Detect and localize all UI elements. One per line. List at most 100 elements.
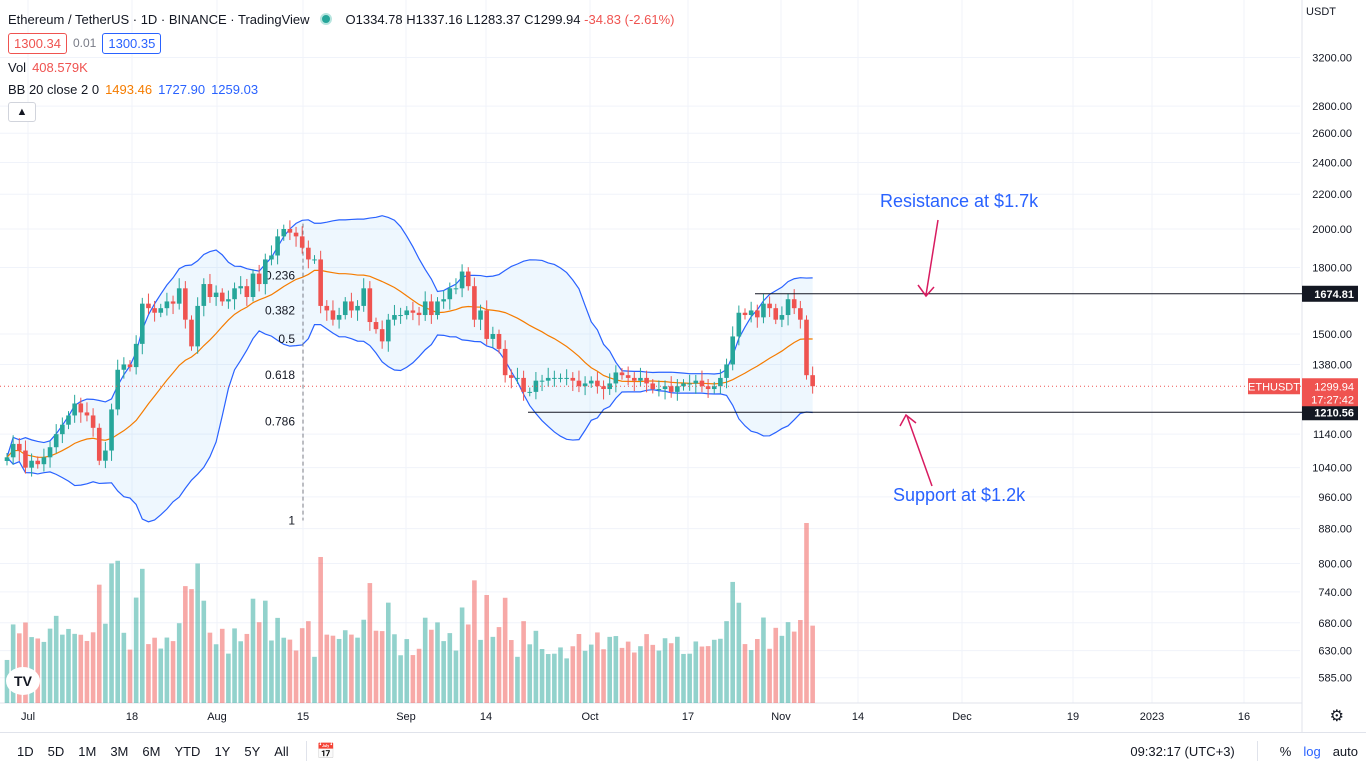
candle-body xyxy=(103,450,108,461)
time-tick-label: Oct xyxy=(581,711,598,723)
candle-body xyxy=(250,273,256,298)
symbol-title[interactable]: Ethereum / TetherUS · 1D · BINANCE · Tra… xyxy=(8,11,310,27)
gear-icon[interactable]: ⚙ xyxy=(1329,708,1344,725)
volume-bar xyxy=(638,646,643,703)
candle-body xyxy=(558,377,563,379)
candle-body xyxy=(730,336,735,365)
candle-body xyxy=(219,292,225,302)
candle-body xyxy=(299,236,305,248)
volume-bar xyxy=(650,644,656,703)
clock-value[interactable]: 09:32:17 (UTC+3) xyxy=(1130,743,1235,759)
date-range-icon[interactable]: 📅 xyxy=(316,743,336,760)
volume-bar xyxy=(367,583,373,703)
volume-bar xyxy=(109,563,114,703)
timeframe-ytd[interactable]: YTD xyxy=(174,743,201,759)
candle-body xyxy=(607,383,612,390)
volume-bar xyxy=(318,556,323,703)
volume-bar xyxy=(342,630,348,703)
volume-bar xyxy=(207,632,213,703)
volume-bar xyxy=(263,600,268,703)
fib-level-label: 0.382 xyxy=(265,303,295,317)
candle-body xyxy=(41,457,47,465)
candle-body xyxy=(158,308,164,313)
support-price-tag-bg xyxy=(1302,404,1358,421)
bid-price-button[interactable]: 1300.34 xyxy=(8,32,67,54)
log-toggle[interactable]: log xyxy=(1303,743,1321,759)
bb-basis-value: 1493.46 xyxy=(105,81,153,97)
volume-bar xyxy=(53,615,59,703)
auto-toggle[interactable]: auto xyxy=(1332,743,1358,759)
candle-body xyxy=(164,301,170,309)
volume-bar xyxy=(386,602,391,703)
volume-bar xyxy=(465,624,471,703)
tradingview-logo-icon[interactable]: TV xyxy=(6,667,40,695)
volume-label[interactable]: Vol xyxy=(8,59,27,75)
market-status-icon xyxy=(319,13,332,25)
volume-bar xyxy=(324,634,330,703)
toolbar-divider xyxy=(305,741,307,761)
candle-body xyxy=(675,386,680,392)
volume-bar xyxy=(349,634,354,703)
volume-bar xyxy=(416,648,422,703)
volume-bar xyxy=(60,634,65,703)
candle-body xyxy=(53,434,59,448)
fib-level-label: 0.5 xyxy=(278,332,295,346)
candle-body xyxy=(422,301,428,316)
resistance-price-tag-bg xyxy=(1302,285,1358,302)
resistance-price-tag: 1674.81 xyxy=(1314,289,1354,301)
volume-bar xyxy=(96,584,102,703)
volume-bar xyxy=(730,581,735,703)
resistance-arrow xyxy=(925,219,939,296)
support-annotation: Support at $1.2k xyxy=(893,485,1026,505)
candle-body xyxy=(60,424,65,435)
collapse-legend-button[interactable]: ▲ xyxy=(8,102,36,122)
volume-bars xyxy=(4,523,815,703)
volume-bar xyxy=(558,647,563,703)
percent-toggle[interactable]: % xyxy=(1279,743,1292,759)
volume-bar xyxy=(238,641,243,703)
volume-bar xyxy=(293,650,299,703)
open-value: O1334.78 xyxy=(345,11,403,27)
timeframe-5y[interactable]: 5Y xyxy=(244,743,261,759)
currency-label[interactable]: USDT xyxy=(1306,6,1336,18)
timeframe-1y[interactable]: 1Y xyxy=(214,743,231,759)
ask-price-button[interactable]: 1300.35 xyxy=(102,32,162,54)
volume-bar xyxy=(244,633,250,703)
price-tick-label: 800.00 xyxy=(1318,558,1352,570)
price-tick-label: 1140.00 xyxy=(1313,429,1352,441)
low-value: L1283.37 xyxy=(466,11,521,27)
timeframe-3m[interactable]: 3M xyxy=(110,743,129,759)
countdown-tag: 17:27:42 xyxy=(1311,394,1354,406)
volume-bar xyxy=(435,622,440,703)
volume-bar xyxy=(84,640,90,703)
volume-bar xyxy=(176,623,182,703)
candle-body xyxy=(96,427,102,461)
volume-bar xyxy=(306,621,311,703)
volume-bar xyxy=(576,634,582,703)
volume-bar xyxy=(429,629,434,703)
volume-bar xyxy=(127,649,133,703)
volume-bar xyxy=(736,602,742,703)
candle-body xyxy=(447,288,453,300)
timeframe-all[interactable]: All xyxy=(274,743,289,759)
timeframe-5d[interactable]: 5D xyxy=(47,743,65,759)
timeframe-1m[interactable]: 1M xyxy=(78,743,97,759)
candle-body xyxy=(47,447,53,458)
candle-body xyxy=(201,284,207,306)
price-chart[interactable]: 3200.00 2800.00 2600.00 2400.00 2200.00 2000.… xyxy=(0,0,1366,732)
timeframe-6m[interactable]: 6M xyxy=(142,743,161,759)
candle-body xyxy=(515,377,520,379)
candle-body xyxy=(718,377,723,387)
volume-bar xyxy=(275,617,280,703)
fib-retracement: 0.236 0.382 0.5 0.618 0.786 1 xyxy=(265,223,304,527)
timeframe-1d[interactable]: 1D xyxy=(17,743,34,759)
volume-bar xyxy=(552,653,557,703)
candle-body xyxy=(465,271,471,287)
fib-level-label: 0.786 xyxy=(265,415,295,429)
bb-label[interactable]: BB 20 close 2 0 xyxy=(8,81,100,97)
price-tick-label: 960.00 xyxy=(1318,492,1352,504)
volume-bar xyxy=(170,641,176,703)
candle-body xyxy=(767,303,772,309)
candle-body xyxy=(10,443,16,458)
price-tick-label: 740.00 xyxy=(1318,587,1352,599)
